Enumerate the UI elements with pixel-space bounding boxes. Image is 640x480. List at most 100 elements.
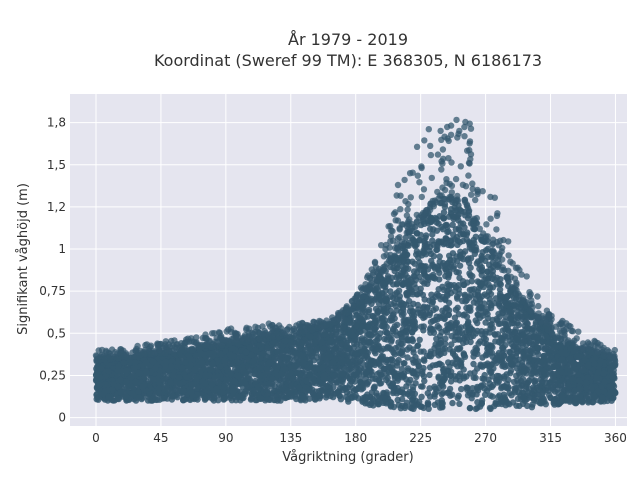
data-point — [516, 402, 523, 410]
data-point — [396, 293, 403, 300]
data-point — [440, 209, 448, 216]
data-point — [458, 385, 465, 393]
data-point — [323, 383, 331, 390]
data-point — [371, 325, 379, 332]
data-point — [276, 391, 283, 398]
data-point — [130, 372, 137, 379]
data-point — [400, 360, 407, 367]
data-point — [430, 252, 438, 260]
data-point — [493, 372, 501, 380]
data-point — [418, 393, 425, 400]
data-point — [496, 299, 503, 307]
data-point — [454, 345, 461, 352]
data-point — [478, 271, 485, 278]
data-point — [453, 355, 460, 362]
data-point — [515, 321, 523, 329]
data-point — [93, 396, 100, 403]
data-point — [418, 403, 425, 410]
data-point — [412, 402, 419, 409]
data-point — [528, 404, 536, 411]
data-point — [487, 265, 494, 273]
data-point — [492, 338, 499, 345]
data-point — [429, 231, 436, 238]
data-point — [257, 395, 264, 402]
data-point — [580, 366, 587, 374]
data-point — [419, 278, 426, 285]
data-point — [292, 391, 299, 398]
data-point — [542, 362, 549, 369]
data-point — [494, 393, 502, 401]
data-point — [572, 366, 579, 373]
data-point — [465, 327, 472, 334]
data-point — [383, 329, 391, 337]
data-point — [202, 371, 209, 378]
data-point — [466, 286, 474, 294]
data-point — [398, 279, 406, 286]
data-point — [329, 359, 337, 366]
data-point — [457, 248, 464, 255]
data-point — [483, 292, 491, 299]
data-point — [488, 321, 495, 328]
data-point — [388, 399, 395, 406]
data-point — [424, 399, 432, 406]
data-point — [413, 373, 420, 381]
data-point — [265, 360, 272, 367]
data-point — [449, 221, 456, 228]
data-point — [426, 247, 433, 255]
data-point — [486, 363, 493, 370]
data-point — [565, 382, 572, 390]
data-point — [332, 339, 340, 347]
data-point — [256, 364, 263, 371]
data-point — [382, 395, 389, 403]
data-point — [426, 371, 433, 379]
data-point — [455, 311, 462, 318]
data-point — [542, 345, 549, 352]
data-point — [132, 378, 139, 385]
data-point — [491, 300, 498, 307]
data-point — [284, 387, 291, 395]
data-point — [432, 341, 439, 348]
data-point — [456, 290, 463, 297]
data-point — [500, 352, 508, 359]
data-point — [440, 214, 447, 221]
data-point — [493, 274, 501, 282]
data-point — [487, 304, 495, 312]
data-point — [306, 387, 313, 394]
data-point — [368, 371, 376, 379]
data-point — [497, 281, 504, 288]
chart-title-line1: År 1979 - 2019 — [288, 30, 408, 49]
data-point — [177, 387, 184, 394]
data-point — [409, 356, 416, 363]
data-point — [369, 396, 376, 403]
data-point — [325, 366, 332, 374]
data-point — [417, 266, 424, 273]
data-point — [313, 346, 321, 353]
data-point — [390, 311, 397, 318]
data-point — [430, 226, 437, 233]
data-point — [522, 318, 529, 326]
data-point — [478, 255, 485, 263]
data-point — [439, 312, 447, 320]
data-point — [507, 292, 514, 299]
data-point — [408, 311, 416, 318]
data-point — [466, 244, 473, 251]
data-point — [463, 304, 470, 312]
data-point — [379, 289, 386, 297]
data-point — [404, 365, 412, 372]
data-point — [461, 291, 469, 298]
data-point — [489, 393, 496, 400]
data-point — [174, 394, 181, 401]
data-point — [475, 293, 482, 300]
data-point — [403, 328, 410, 336]
data-point — [504, 324, 511, 332]
data-point — [400, 310, 407, 318]
data-point — [416, 336, 423, 343]
data-point — [524, 324, 531, 332]
data-point — [448, 332, 455, 340]
data-point — [457, 359, 464, 366]
data-point — [469, 389, 476, 397]
data-point — [291, 363, 298, 370]
data-point — [534, 344, 541, 351]
data-point — [419, 370, 426, 378]
data-point — [506, 356, 513, 363]
